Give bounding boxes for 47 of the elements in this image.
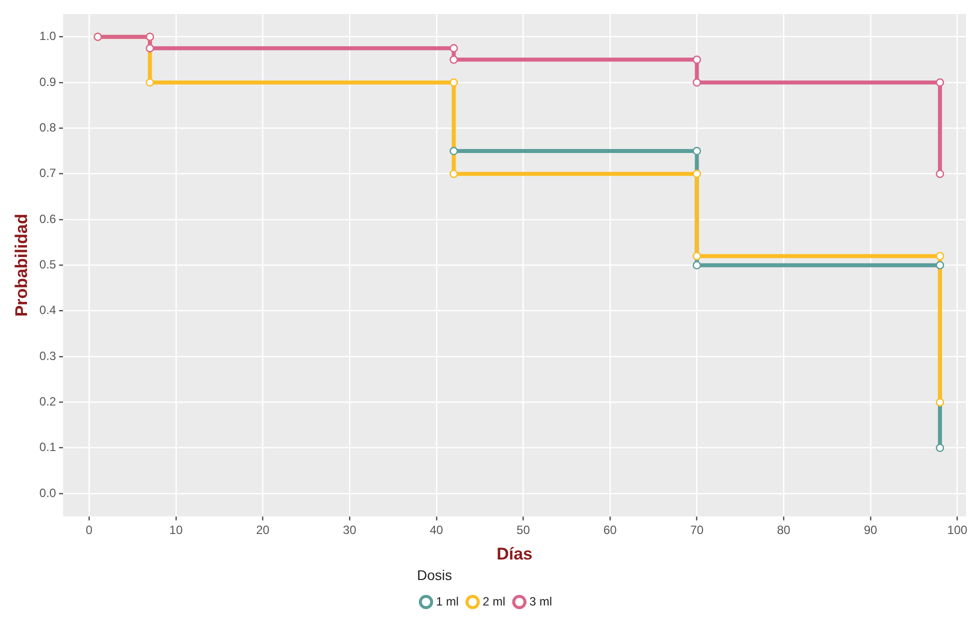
y-tick-label: 1.0 [39, 29, 56, 44]
point [936, 261, 944, 270]
legend-label: 2 ml [482, 594, 506, 608]
point [936, 170, 944, 178]
x-tick-label: 30 [342, 522, 357, 537]
x-tick-label: 70 [690, 522, 704, 537]
y-tick-label: 0.1 [39, 440, 56, 454]
x-tick-label: 60 [603, 522, 618, 537]
point [936, 252, 944, 260]
y-tick-label: 0.8 [39, 120, 56, 134]
point [146, 78, 154, 87]
point [692, 252, 701, 260]
y-tick-label: 0.4 [39, 303, 56, 318]
point [936, 398, 944, 406]
y-tick-label: 0.7 [39, 166, 56, 180]
point [692, 170, 701, 178]
point [450, 44, 458, 52]
point [692, 146, 701, 156]
x-tick-label: 10 [169, 522, 183, 537]
x-tick-label: 90 [864, 522, 878, 537]
point [146, 44, 154, 52]
point [450, 170, 458, 178]
legend-label: 1 ml [436, 594, 459, 608]
x-tick-label: 40 [430, 522, 444, 537]
point [450, 146, 458, 156]
point [692, 56, 701, 64]
x-tick-label: 0 [86, 522, 93, 537]
point [936, 78, 944, 87]
point [450, 78, 458, 87]
legend-title: Dosis [416, 567, 452, 584]
point [450, 56, 458, 64]
y-tick-label: 0.3 [39, 348, 56, 363]
x-tick-label: 50 [516, 522, 530, 537]
y-tick-label: 0.6 [39, 212, 56, 226]
x-tick-label: 100 [947, 522, 968, 537]
point [692, 78, 701, 87]
y-tick-label: 0.5 [39, 258, 56, 272]
y-tick-label: 0.0 [39, 486, 56, 500]
point [936, 444, 944, 452]
x-axis-title: Días [496, 544, 532, 564]
point [692, 261, 701, 270]
x-tick-label: 80 [777, 522, 791, 537]
y-axis-title: Probabilidad [12, 214, 31, 317]
y-tick-label: 0.2 [39, 394, 56, 409]
x-tick-label: 20 [256, 522, 270, 537]
legend-label: 3 ml [529, 594, 552, 608]
y-tick-label: 0.9 [39, 74, 56, 89]
